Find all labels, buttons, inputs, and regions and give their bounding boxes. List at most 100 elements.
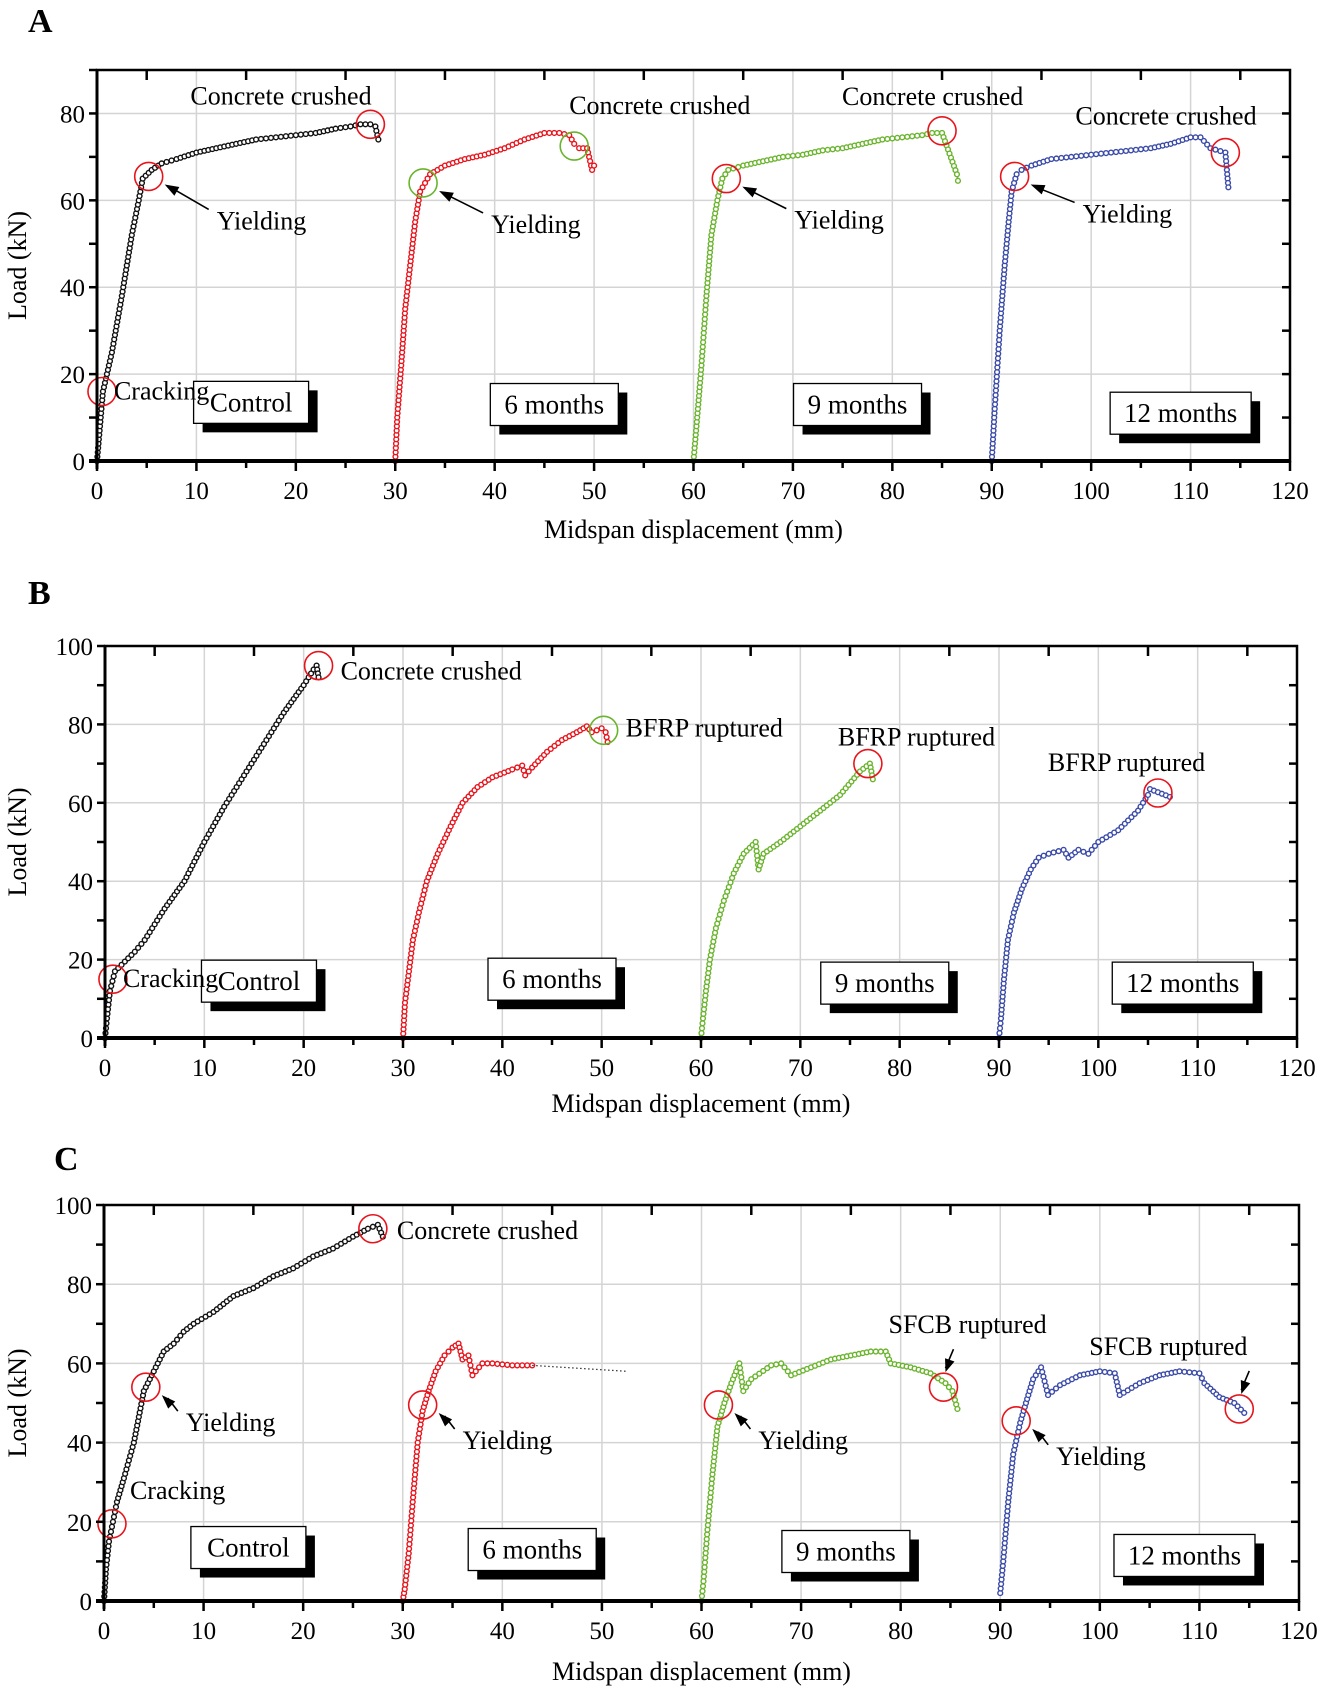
case-label-frame xyxy=(1109,391,1252,435)
series-control xyxy=(93,121,382,465)
case-label-text: 9 months xyxy=(835,968,935,998)
data-point xyxy=(698,1029,705,1037)
data-point xyxy=(834,145,841,152)
annotation-circle xyxy=(1210,137,1241,168)
data-point xyxy=(1204,141,1211,148)
data-point xyxy=(364,1225,371,1232)
data-point xyxy=(1091,842,1099,850)
data-point xyxy=(784,1368,791,1375)
data-point xyxy=(1132,146,1140,153)
case-label-text: Control xyxy=(218,966,301,996)
case-label-box: 12 months xyxy=(1111,961,1263,1014)
annotation: Concrete crushed xyxy=(303,650,522,686)
case-label-box: 6 months xyxy=(489,382,628,435)
data-point xyxy=(108,1523,116,1530)
data-point xyxy=(105,1538,113,1545)
data-point xyxy=(287,132,294,139)
x-axis-title: Midspan displacement (mm) xyxy=(552,1089,851,1118)
data-point xyxy=(520,767,527,774)
annotation-circle xyxy=(355,109,386,140)
arrow-head-icon xyxy=(438,1412,453,1427)
data-point xyxy=(514,1362,521,1369)
case-label-frame xyxy=(190,1525,307,1570)
data-point xyxy=(445,1348,452,1355)
data-point xyxy=(1107,149,1115,156)
data-point xyxy=(1068,153,1075,160)
annotation: Concrete crushed xyxy=(559,91,750,161)
series-6-months-extrapolated- xyxy=(532,1364,627,1372)
annotation-label: Concrete crushed xyxy=(341,657,522,686)
data-point xyxy=(357,121,364,128)
annotation-label: SFCB ruptured xyxy=(888,1310,1046,1339)
data-point xyxy=(1055,848,1062,855)
annotation-label: Yielding xyxy=(794,206,884,235)
x-tick-label: 80 xyxy=(887,1055,912,1082)
data-point xyxy=(1122,147,1130,155)
data-point xyxy=(1217,147,1224,155)
case-label-text: 6 months xyxy=(502,964,602,994)
axes: 0 10 20 30 40 50 60 70 80 90 100 110 120 0 20 40 60 80 100… xyxy=(3,634,1316,1118)
case-label-text: 12 months xyxy=(1126,968,1239,998)
y-tick-label: 0 xyxy=(81,1026,94,1053)
data-point xyxy=(347,123,354,130)
y-axis-title: Load (kN) xyxy=(3,211,32,320)
x-tick-label: 0 xyxy=(99,1055,112,1082)
data-point xyxy=(277,133,285,140)
x-tick-label: 30 xyxy=(383,478,408,505)
annotation: Cracking xyxy=(97,1476,225,1539)
data-point xyxy=(899,134,906,141)
data-point xyxy=(465,1352,472,1359)
x-tick-label: 100 xyxy=(1072,478,1110,505)
x-tick-label: 30 xyxy=(390,1618,415,1645)
series-12-months xyxy=(995,785,1173,1042)
x-tick-label: 100 xyxy=(1080,1055,1118,1082)
data-point xyxy=(1102,149,1110,157)
case-label-text: 6 months xyxy=(504,390,604,420)
panel-letter: C xyxy=(54,1141,79,1178)
annotation-circle xyxy=(97,1508,127,1539)
data-point xyxy=(302,130,309,138)
data-point xyxy=(472,1368,479,1375)
data-point xyxy=(466,1357,473,1364)
data-point xyxy=(1080,848,1087,855)
x-tick-label: 70 xyxy=(789,1618,814,1645)
series-9-months xyxy=(698,1348,961,1605)
data-point xyxy=(131,948,138,955)
data-point xyxy=(1058,154,1065,162)
data-point xyxy=(789,152,797,159)
x-tick-label: 0 xyxy=(91,478,104,505)
data-point xyxy=(257,135,265,143)
annotation: Yielding xyxy=(407,1390,552,1455)
x-axis-title: Midspan displacement (mm) xyxy=(544,515,843,544)
x-axis-title: Midspan displacement (mm) xyxy=(552,1657,851,1686)
x-tick-label: 70 xyxy=(788,1055,813,1082)
arrow-head-icon xyxy=(742,186,758,198)
annotation-label: Yielding xyxy=(758,1426,848,1455)
y-tick-label: 0 xyxy=(73,449,86,476)
data-point xyxy=(722,171,729,178)
data-point xyxy=(484,1360,491,1367)
case-label-box: Control xyxy=(190,1525,315,1578)
x-tick-label: 20 xyxy=(291,1055,316,1082)
data-point xyxy=(110,1513,118,1520)
data-point xyxy=(1013,171,1020,178)
arrow-head-icon xyxy=(1032,1428,1046,1443)
data-point xyxy=(1078,152,1085,159)
panel-b: B Control 6 months 9 months 12 months Crackin… xyxy=(3,575,1316,1118)
data-point xyxy=(419,184,426,191)
series-12-months xyxy=(997,1364,1248,1597)
case-label-frame xyxy=(820,961,950,1005)
x-tick-label: 90 xyxy=(987,1055,1012,1082)
data-point xyxy=(760,1367,767,1375)
data-point xyxy=(1106,1369,1113,1376)
series-control xyxy=(101,662,322,1042)
data-point xyxy=(262,135,270,142)
arrow-head-icon xyxy=(945,1358,955,1373)
data-point xyxy=(499,1361,506,1368)
data-point xyxy=(112,1503,120,1511)
data-point xyxy=(954,1405,961,1413)
x-tick-label: 20 xyxy=(291,1618,316,1645)
data-point xyxy=(698,1592,706,1600)
data-point xyxy=(1096,1368,1103,1375)
data-point xyxy=(1035,854,1042,861)
